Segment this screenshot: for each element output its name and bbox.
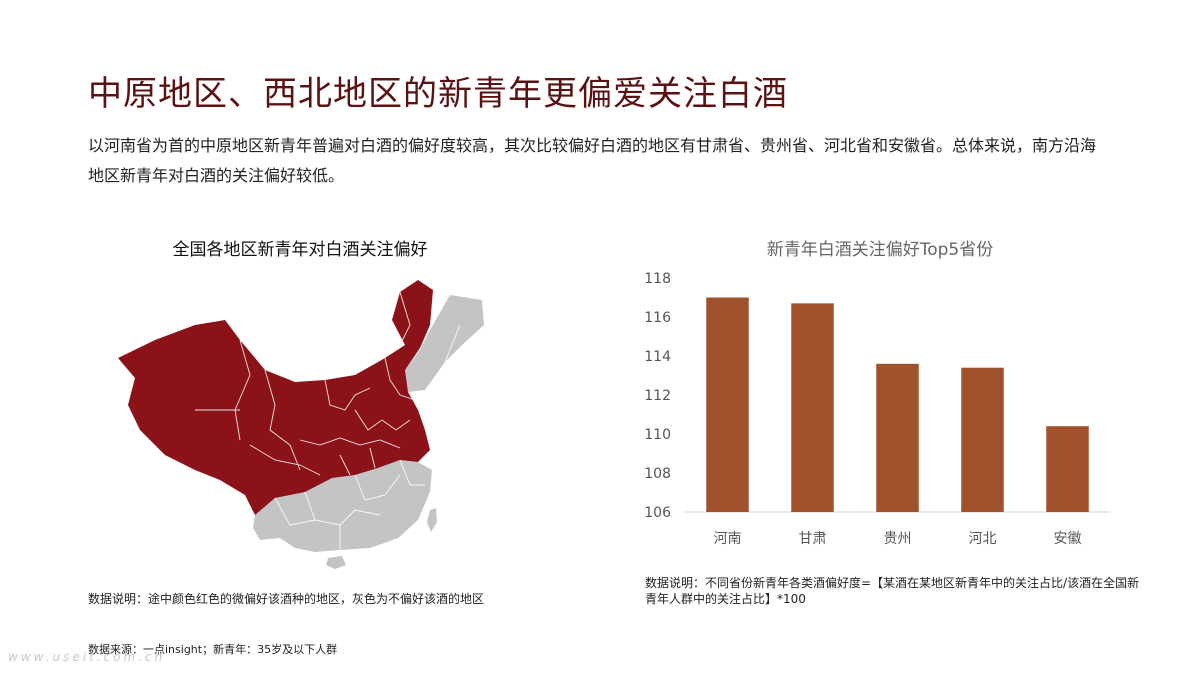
- y-tick-label: 112: [644, 388, 671, 404]
- y-axis-ticks: 106 108 110 112 114 116 118: [644, 271, 671, 521]
- bar-2: [876, 363, 919, 512]
- bars: [706, 297, 1089, 512]
- x-tick-label: 河北: [969, 531, 997, 547]
- y-tick-label: 118: [644, 271, 671, 287]
- bar-chart: 106 108 110 112 114 116 118 河南 甘肃 贵州 河北 安徽: [644, 271, 1110, 547]
- province-borders: [195, 291, 416, 476]
- x-tick-label: 河南: [714, 531, 742, 547]
- map-region-taiwan-grey: [427, 508, 437, 532]
- bar-3: [961, 367, 1004, 512]
- bar-1: [791, 303, 834, 512]
- data-source: 数据来源：一点insight；新青年：35岁及以下人群: [88, 643, 338, 656]
- watermark: www.useit.com.cn: [8, 650, 166, 664]
- y-tick-label: 108: [644, 466, 671, 482]
- bar-0: [706, 297, 749, 512]
- intro-paragraph: 以河南省为首的中原地区新青年普遍对白酒的偏好度较高，其次比较偏好白酒的地区有甘肃…: [88, 136, 1097, 185]
- x-tick-label: 安徽: [1054, 531, 1082, 547]
- map-region-northeast-grey: [405, 295, 484, 392]
- china-map: [118, 280, 484, 569]
- bar-4: [1046, 426, 1089, 512]
- map-region-hainan-grey: [326, 556, 346, 569]
- map-region-south-grey: [253, 460, 432, 552]
- x-axis-labels: 河南 甘肃 贵州 河北 安徽: [714, 531, 1082, 547]
- y-tick-label: 114: [644, 349, 671, 365]
- map-title: 全国各地区新青年对白酒关注偏好: [172, 240, 428, 260]
- y-tick-label: 110: [644, 427, 671, 443]
- chart-title: 新青年白酒关注偏好Top5省份: [766, 240, 994, 260]
- x-tick-label: 贵州: [884, 531, 912, 547]
- page-title: 中原地区、西北地区的新青年更偏爱关注白酒: [88, 74, 788, 114]
- x-tick-label: 甘肃: [799, 531, 827, 547]
- y-tick-label: 106: [644, 505, 671, 521]
- chart-note: 数据说明：不同省份新青年各类酒偏好度=【某酒在某地区新青年中的关注占比/该酒在全…: [645, 576, 1140, 606]
- y-tick-label: 116: [644, 310, 671, 326]
- map-region-prefer-red: [118, 280, 433, 515]
- grey-borders: [274, 324, 461, 550]
- map-note: 数据说明：途中颜色红色的微偏好该酒种的地区，灰色为不偏好该酒的地区: [88, 592, 485, 606]
